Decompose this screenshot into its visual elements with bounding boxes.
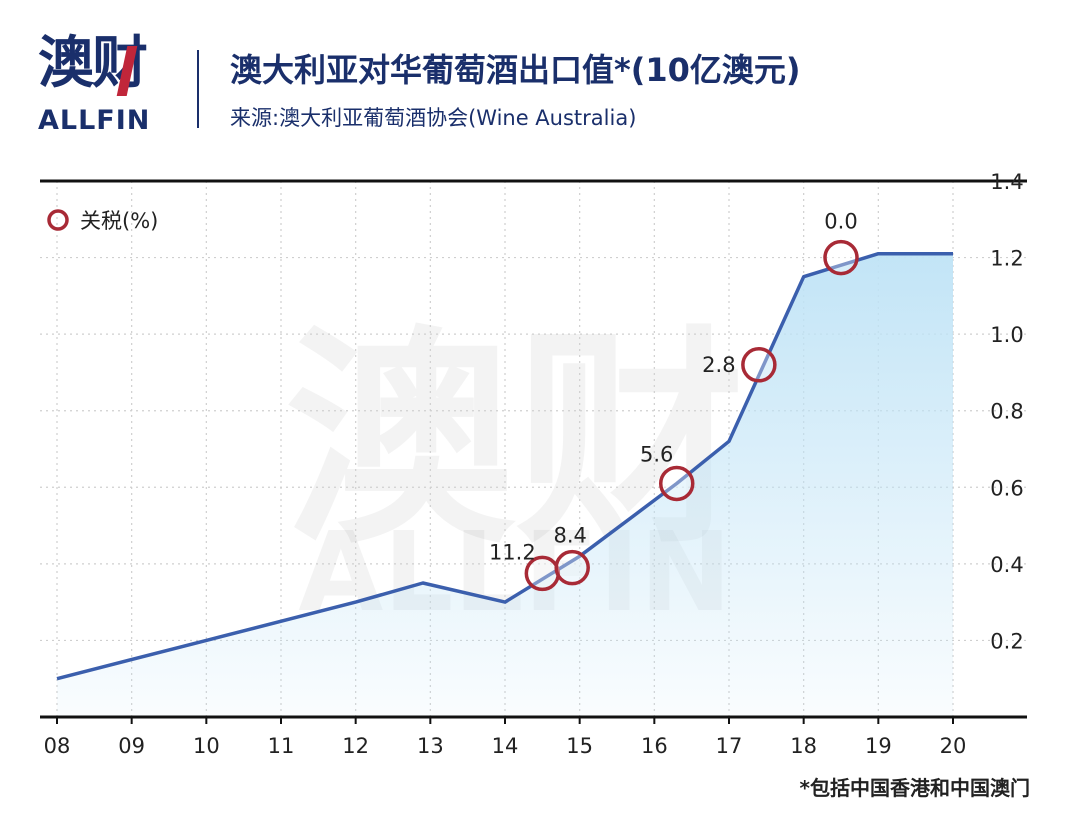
y-tick-label: 1.0	[990, 323, 1023, 347]
header: 澳财 ALLFIN 澳大利亚对华葡萄酒出口值*(10亿澳元) 来源:澳大利亚葡萄…	[0, 0, 1067, 150]
x-tick-label: 11	[268, 734, 295, 758]
y-tick-label: 0.6	[990, 476, 1023, 500]
tariff-marker	[658, 465, 695, 502]
x-tick-label: 15	[566, 734, 593, 758]
x-axis-ticks: 08 09 10 11 12 13 14 15 16 17 18 19 20	[44, 717, 967, 758]
tariff-label: 8.4	[553, 524, 586, 548]
tariff-marker	[554, 549, 590, 586]
x-tick-label: 12	[342, 734, 369, 758]
logo-english: ALLFIN	[38, 105, 151, 136]
y-tick-label: 0.2	[990, 629, 1023, 653]
tariff-marker	[741, 347, 777, 383]
x-tick-label: 20	[940, 734, 967, 758]
tariff-label: 2.8	[702, 353, 735, 377]
x-tick-label: 19	[865, 734, 892, 758]
y-tick-label: 1.2	[990, 247, 1023, 271]
y-axis-ticks: 0.2 0.4 0.6 0.8 1.0 1.2 1.4	[990, 170, 1023, 653]
x-tick-label: 16	[641, 734, 668, 758]
x-tick-label: 08	[44, 734, 71, 758]
legend-marker-icon	[47, 209, 69, 231]
x-tick-label: 10	[193, 734, 220, 758]
y-tick-label: 0.8	[990, 400, 1023, 424]
x-tick-label: 17	[716, 734, 743, 758]
x-tick-label: 18	[790, 734, 817, 758]
header-divider	[197, 50, 199, 128]
tariff-markers: 11.2 8.4 5.6 2.8 0.0	[489, 210, 859, 592]
x-tick-label: 13	[417, 734, 444, 758]
chart-source: 来源:澳大利亚葡萄酒协会(Wine Australia)	[230, 106, 637, 130]
footnote: *包括中国香港和中国澳门	[799, 776, 1030, 800]
chart-title: 澳大利亚对华葡萄酒出口值*(10亿澳元)	[230, 51, 801, 89]
tariff-label: 5.6	[640, 442, 673, 466]
x-tick-label: 14	[492, 734, 519, 758]
tariff-label: 0.0	[824, 210, 857, 234]
tariff-marker	[823, 239, 859, 276]
x-tick-label: 09	[118, 734, 145, 758]
legend-label: 关税(%)	[80, 209, 158, 233]
export-value-area	[57, 253, 953, 717]
legend: 关税(%)	[47, 209, 158, 233]
y-tick-label: 0.4	[990, 553, 1023, 577]
y-tick-label: 1.4	[990, 170, 1023, 194]
tariff-label: 11.2	[489, 540, 536, 564]
